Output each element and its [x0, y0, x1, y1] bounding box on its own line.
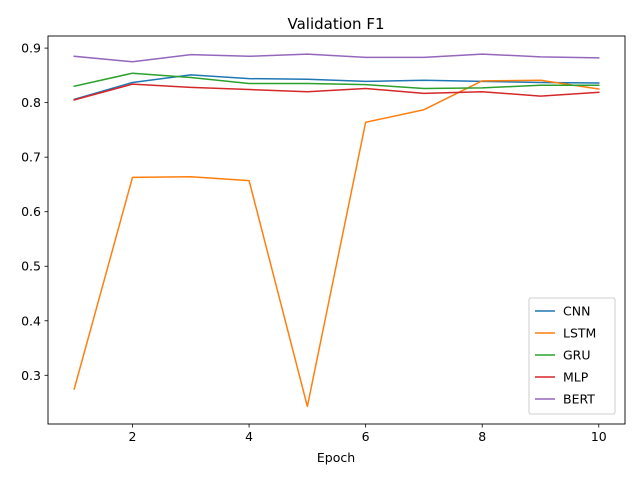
x-tick-label: 8 — [478, 429, 486, 444]
y-tick-label: 0.4 — [21, 313, 41, 328]
series-line-bert — [73, 53, 600, 63]
plot-frame — [47, 35, 626, 425]
x-tick-label: 2 — [129, 429, 137, 444]
y-tick-label: 0.3 — [21, 368, 41, 383]
legend-label-gru: GRU — [563, 348, 591, 363]
chart-title: Validation F1 — [287, 15, 384, 33]
x-axis-label: Epoch — [317, 450, 355, 465]
series-line-mlp — [73, 83, 600, 101]
legend: CNN LSTM GRU MLP BERT — [528, 297, 616, 415]
legend-label-lstm: LSTM — [563, 326, 596, 341]
x-axis: 2 4 6 8 10 — [129, 424, 607, 444]
plot-lines — [73, 53, 600, 408]
y-tick-label: 0.7 — [21, 150, 41, 165]
series-line-cnn — [73, 74, 600, 101]
legend-label-bert: BERT — [563, 392, 595, 407]
y-tick-label: 0.9 — [21, 41, 41, 56]
y-axis: 0.3 0.4 0.5 0.6 0.7 0.8 0.9 — [21, 41, 48, 383]
x-tick-label: 4 — [245, 429, 253, 444]
y-tick-label: 0.8 — [21, 95, 41, 110]
x-tick-label: 10 — [591, 429, 607, 444]
y-tick-label: 0.6 — [21, 204, 41, 219]
x-tick-label: 6 — [362, 429, 370, 444]
series-line-gru — [73, 72, 600, 90]
legend-label-mlp: MLP — [563, 370, 589, 385]
y-tick-label: 0.5 — [21, 259, 41, 274]
legend-box — [528, 297, 616, 415]
legend-label-cnn: CNN — [563, 304, 590, 319]
series-line-lstm — [73, 79, 600, 408]
